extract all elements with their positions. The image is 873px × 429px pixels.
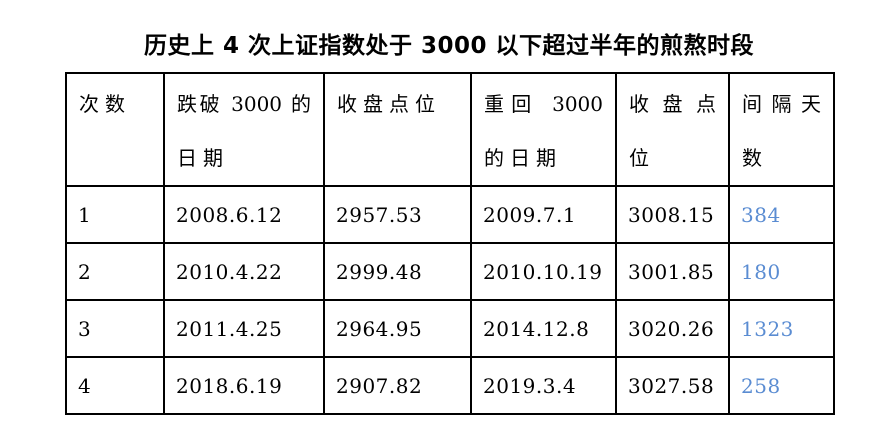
header-break-date: 跌破 3000 的 日期 xyxy=(163,72,325,187)
header-break-close-line1: 收盘点位 xyxy=(337,92,441,116)
header-break-date-line1: 跌破 3000 的 xyxy=(177,92,311,116)
cell-interval-days: 180 xyxy=(728,242,835,301)
cell-return-date: 2009.7.1 xyxy=(470,185,617,244)
cell-break-date: 2008.6.12 xyxy=(163,185,325,244)
cell-break-date: 2011.4.25 xyxy=(163,299,325,358)
header-interval-days: 间隔天 数 xyxy=(728,72,835,187)
table-row: 3 2011.4.25 2964.95 2014.12.8 3020.26 13… xyxy=(65,299,835,358)
index-below-3000-table: 次数 跌破 3000 的 日期 收盘点位 重回 3000 的日期 收盘点 位 xyxy=(65,72,835,415)
cell-times: 4 xyxy=(65,356,165,415)
cell-break-date: 2018.6.19 xyxy=(163,356,325,415)
cell-interval-days: 384 xyxy=(728,185,835,244)
table-row: 4 2018.6.19 2907.82 2019.3.4 3027.58 258 xyxy=(65,356,835,415)
header-return-close: 收盘点 位 xyxy=(615,72,730,187)
cell-return-close: 3001.85 xyxy=(615,242,730,301)
cell-times: 1 xyxy=(65,185,165,244)
cell-return-date: 2010.10.19 xyxy=(470,242,617,301)
cell-interval-days: 258 xyxy=(728,356,835,415)
header-return-date-line2: 的日期 xyxy=(484,146,562,170)
cell-times: 3 xyxy=(65,299,165,358)
cell-interval-days: 1323 xyxy=(728,299,835,358)
header-return-date-line1: 重回 3000 xyxy=(484,92,603,116)
table-row: 2 2010.4.22 2999.48 2010.10.19 3001.85 1… xyxy=(65,242,835,301)
header-break-date-line2: 日期 xyxy=(177,146,229,170)
header-times: 次数 xyxy=(65,72,165,187)
cell-break-close: 2999.48 xyxy=(323,242,472,301)
cell-break-close: 2957.53 xyxy=(323,185,472,244)
header-times-line1: 次数 xyxy=(79,92,131,116)
table-row: 1 2008.6.12 2957.53 2009.7.1 3008.15 384 xyxy=(65,185,835,244)
cell-return-close: 3027.58 xyxy=(615,356,730,415)
header-return-date: 重回 3000 的日期 xyxy=(470,72,617,187)
cell-times: 2 xyxy=(65,242,165,301)
header-interval-days-line1: 间隔天 xyxy=(742,92,821,116)
header-return-close-line2: 位 xyxy=(629,146,655,170)
header-break-close: 收盘点位 xyxy=(323,72,472,187)
cell-return-date: 2014.12.8 xyxy=(470,299,617,358)
cell-return-date: 2019.3.4 xyxy=(470,356,617,415)
cell-return-close: 3020.26 xyxy=(615,299,730,358)
header-return-close-line1: 收盘点 xyxy=(629,92,716,116)
header-row: 次数 跌破 3000 的 日期 收盘点位 重回 3000 的日期 收盘点 位 xyxy=(65,72,835,187)
page-title: 历史上 4 次上证指数处于 3000 以下超过半年的煎熬时段 xyxy=(143,33,755,59)
cell-return-close: 3008.15 xyxy=(615,185,730,244)
cell-break-close: 2964.95 xyxy=(323,299,472,358)
header-interval-days-line2: 数 xyxy=(742,146,768,170)
cell-break-date: 2010.4.22 xyxy=(163,242,325,301)
cell-break-close: 2907.82 xyxy=(323,356,472,415)
